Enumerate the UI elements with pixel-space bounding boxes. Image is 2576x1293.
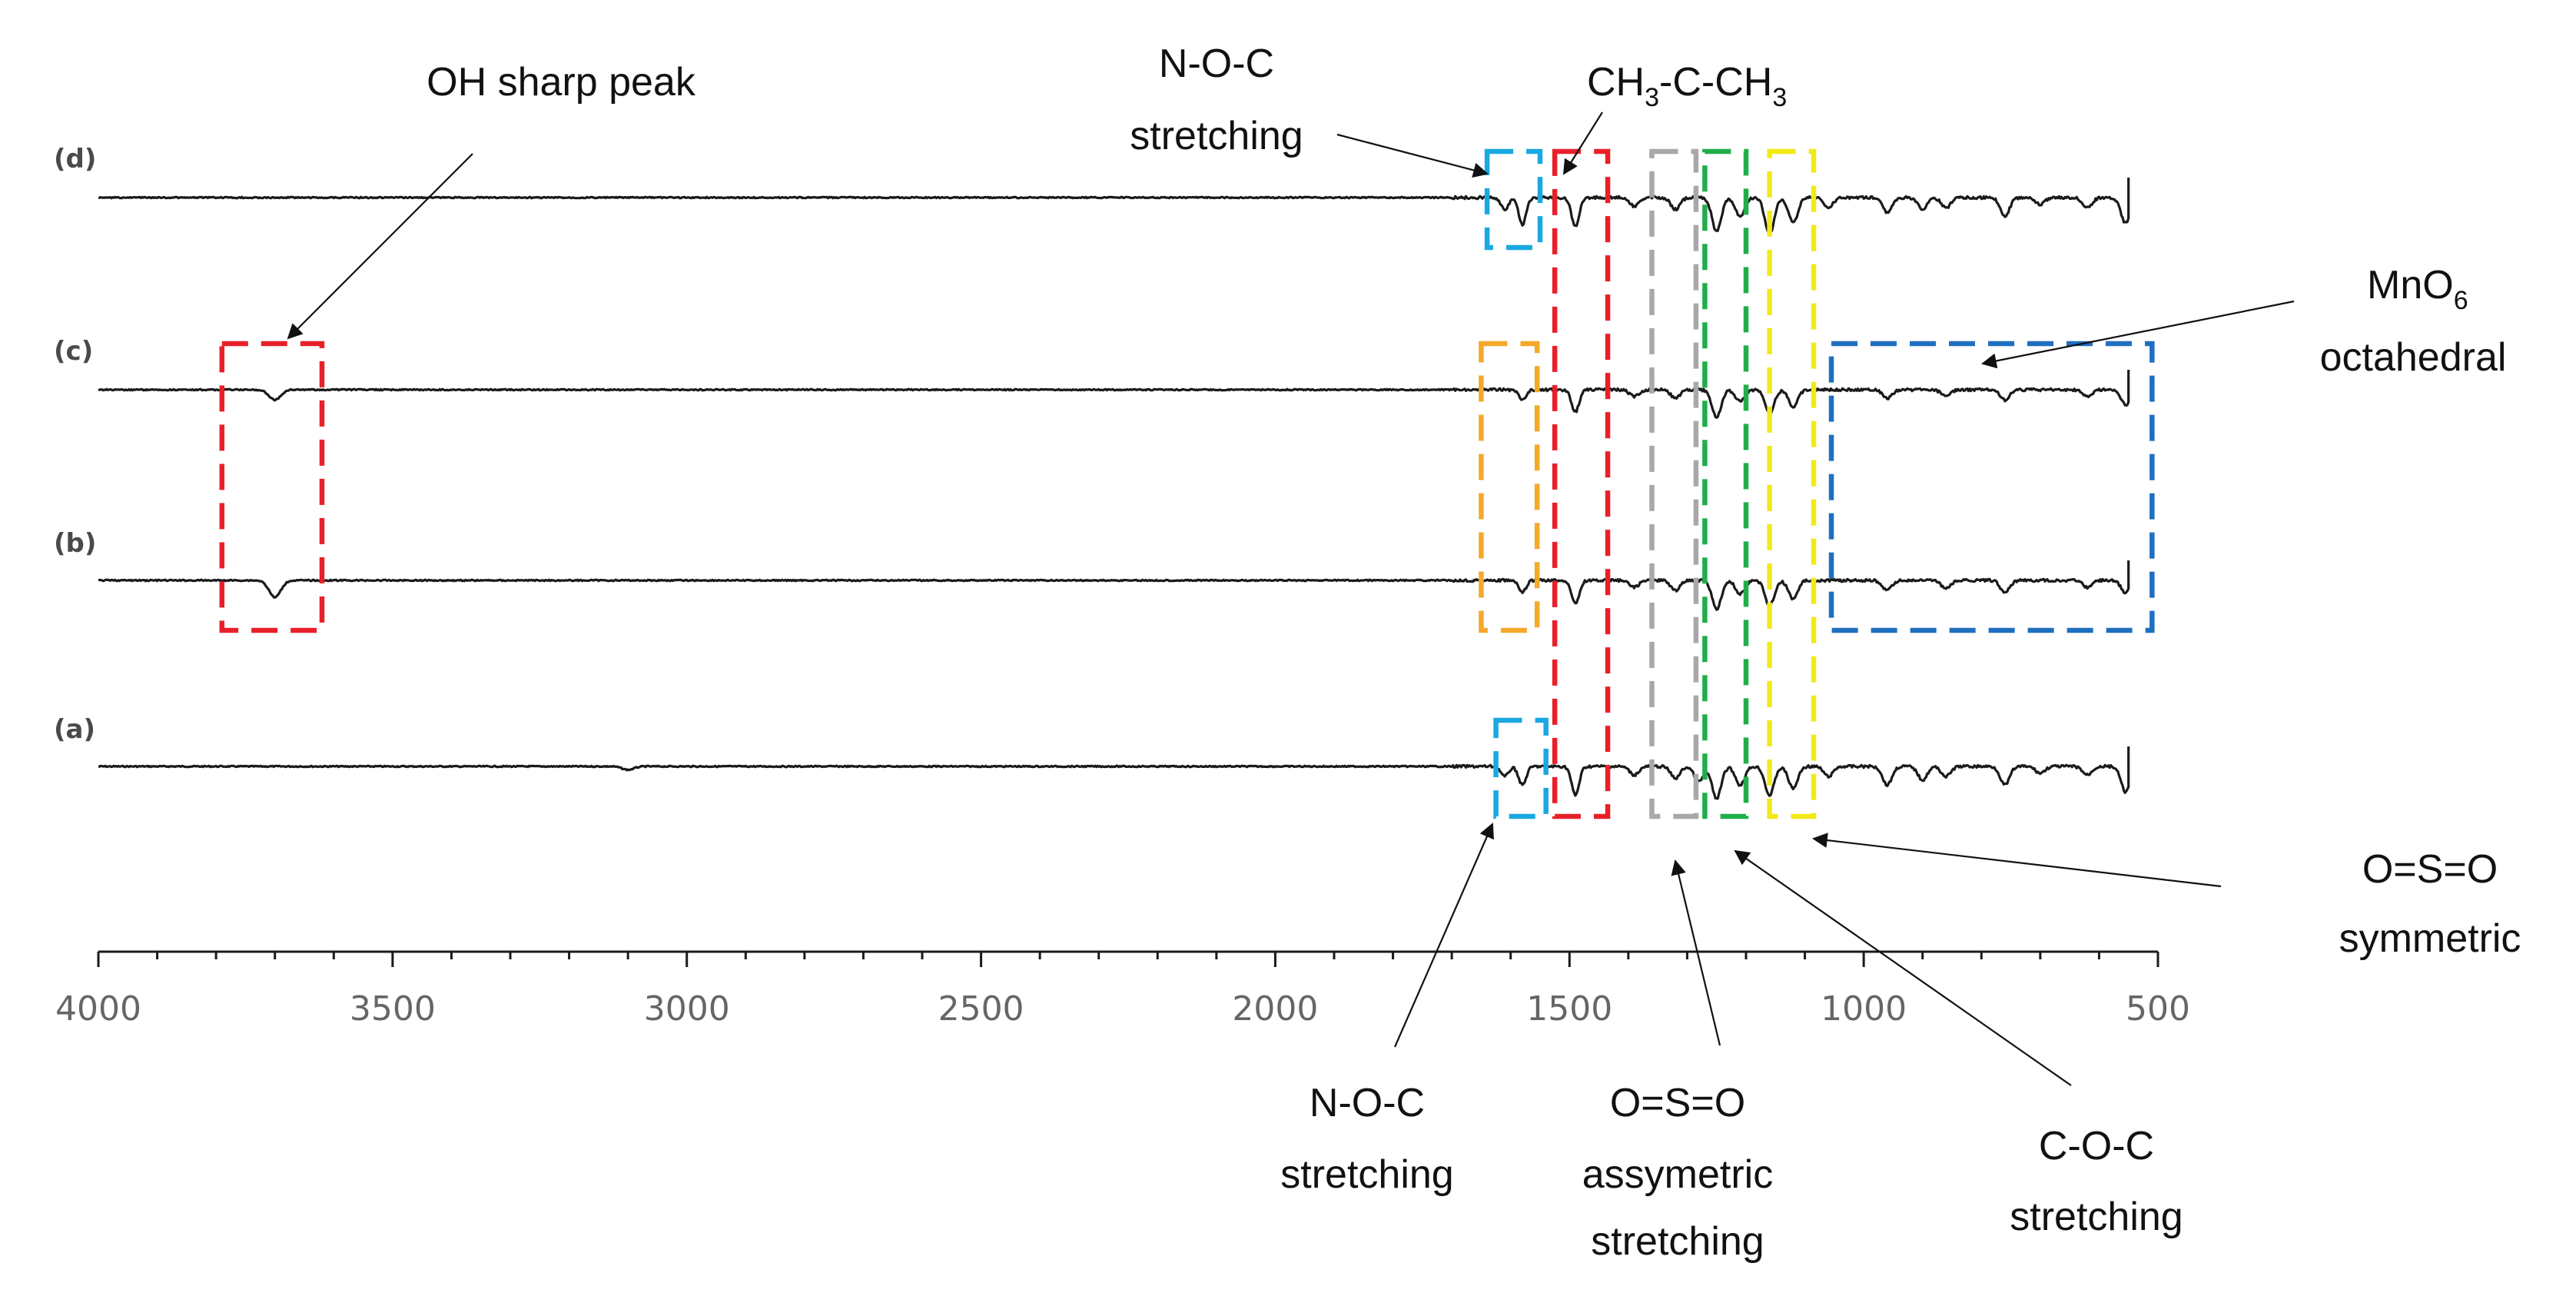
- trace-series-c: [98, 370, 2130, 419]
- series-label-a: (a): [54, 714, 95, 745]
- arrow-oso-sym: [1812, 833, 2222, 888]
- trace-series-b: [98, 560, 2130, 611]
- arrow-mno6: [1981, 300, 2295, 369]
- annot-oh-sharp-peak: OH sharp peak: [427, 60, 696, 105]
- series-labels: (a) (b) (c) (d): [54, 144, 96, 745]
- annot-ch3-sub2: 3: [1772, 83, 1787, 112]
- noc-bottom-box: [1493, 717, 1549, 819]
- coc-box: [1702, 148, 1749, 819]
- oh-box: [219, 341, 325, 633]
- annot-mno6-sub: 6: [2454, 286, 2468, 315]
- trace-series-d: [98, 178, 2130, 236]
- series-label-d: (d): [54, 144, 96, 175]
- noc-top-box: [1484, 148, 1543, 251]
- x-tick-label-500: 500: [2126, 989, 2190, 1029]
- arrow-noc-top: [1336, 133, 1489, 178]
- annot-noc-top-line2: stretching: [1130, 114, 1303, 158]
- annot-ch3-sub1: 3: [1645, 83, 1659, 112]
- arrow-coc: [1734, 849, 2072, 1086]
- x-tick-label-1000: 1000: [1821, 989, 1907, 1029]
- annot-coc-line1: C-O-C: [2039, 1124, 2154, 1168]
- arrow-noc-bottom: [1393, 823, 1494, 1048]
- spectra-traces: [98, 178, 2130, 800]
- annot-noc-bottom-line1: N-O-C: [1310, 1081, 1425, 1125]
- x-axis-tick-labels: 4000 3500 3000 2500 2000 1500 1000 500: [55, 989, 2190, 1029]
- annotations: OH sharp peak N-O-C stretching CH3-C-CH3…: [427, 42, 2521, 1264]
- arrow-ch3: [1562, 111, 1603, 175]
- oso-asym-box: [1649, 148, 1699, 819]
- annot-oso-asym-line2: assymetric: [1582, 1152, 1773, 1197]
- highlight-boxes: [219, 148, 2155, 819]
- arrow-oh: [287, 153, 473, 340]
- x-axis-ticks: [97, 952, 2159, 967]
- annot-noc-top-line1: N-O-C: [1159, 42, 1274, 86]
- arrow-oso-asym: [1671, 859, 1721, 1046]
- annot-coc-line2: stretching: [2010, 1195, 2183, 1239]
- ch3-box: [1552, 148, 1611, 819]
- x-tick-label-2500: 2500: [938, 989, 1024, 1029]
- annot-oso-sym-line1: O=S=O: [2362, 847, 2498, 892]
- x-tick-label-4000: 4000: [55, 989, 141, 1029]
- annot-noc-bottom-line2: stretching: [1280, 1152, 1453, 1197]
- annot-ch3-b: -C-CH: [1659, 60, 1772, 105]
- x-tick-label-3000: 3000: [644, 989, 730, 1029]
- annot-mno6: MnO6: [2367, 263, 2468, 315]
- annot-ch3-c-ch3: CH3-C-CH3: [1587, 60, 1787, 112]
- mno6-box: [1828, 341, 2155, 633]
- series-label-b: (b): [54, 528, 96, 559]
- x-tick-label-1500: 1500: [1526, 989, 1612, 1029]
- trace-series-a: [98, 746, 2130, 800]
- oso-sym-box: [1767, 148, 1817, 819]
- x-tick-label-3500: 3500: [350, 989, 436, 1029]
- annotation-arrows: [287, 111, 2295, 1086]
- annot-oso-asym-line1: O=S=O: [1610, 1081, 1745, 1125]
- annot-oso-sym-line2: symmetric: [2339, 916, 2521, 961]
- series-label-c: (c): [54, 336, 93, 367]
- annot-mno6-line2: octahedral: [2320, 335, 2507, 380]
- orange-box: [1479, 341, 1540, 633]
- annot-ch3-a: CH: [1587, 60, 1645, 105]
- x-tick-label-2000: 2000: [1232, 989, 1318, 1029]
- annot-mno6-a: MnO: [2367, 263, 2454, 307]
- annot-oso-asym-line3: stretching: [1591, 1219, 1764, 1264]
